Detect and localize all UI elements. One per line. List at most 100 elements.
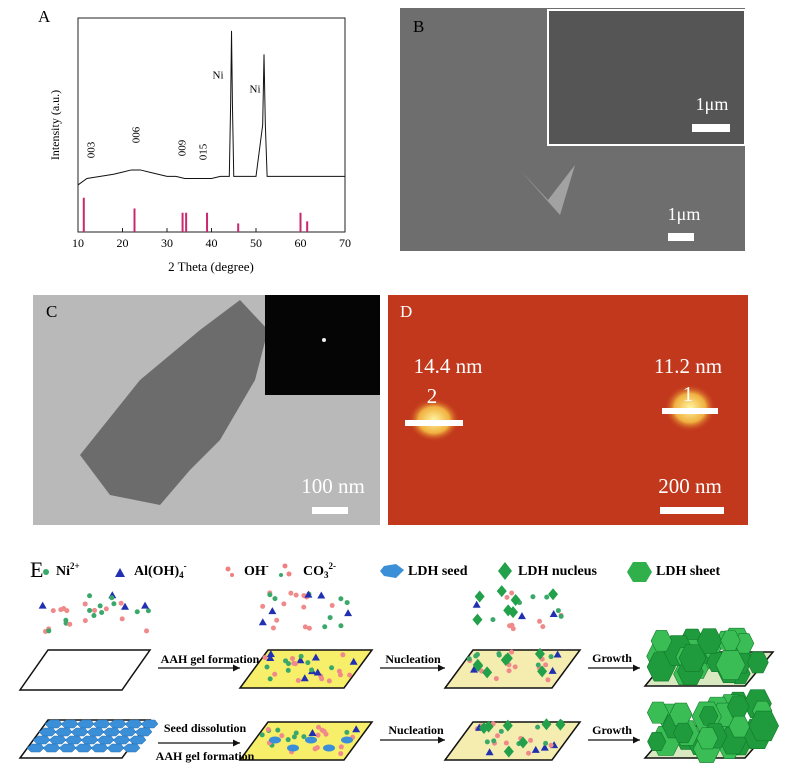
ion [322, 624, 328, 630]
step-label: AAH gel formation [161, 652, 260, 666]
ion [111, 601, 117, 607]
x-tick-label: 20 [117, 236, 129, 250]
ion [301, 734, 307, 740]
legend: Ni2+ Al(OH)4- OH- CO32- LDH seed LDH nucleus L… [43, 561, 721, 582]
ion [46, 628, 52, 634]
nucleus [474, 590, 485, 603]
superscript: - [266, 561, 269, 571]
ion [466, 656, 472, 662]
ion [469, 665, 478, 673]
ion [300, 674, 309, 682]
x-tick-label: 30 [161, 236, 173, 250]
ion [553, 650, 562, 658]
ion [306, 625, 312, 631]
ion [82, 601, 88, 607]
ion [517, 612, 526, 620]
nucleus [548, 588, 559, 601]
ion [305, 660, 311, 666]
ion [292, 661, 298, 667]
x-axis-label: 2 Theta (degree) [168, 259, 254, 274]
ion [134, 609, 140, 615]
sem-inset [547, 9, 746, 146]
arrow-head [633, 736, 640, 744]
ion [540, 743, 549, 751]
ion [61, 606, 67, 612]
ion [506, 668, 512, 674]
xrd-curve [77, 30, 345, 186]
ion [272, 596, 278, 602]
ldh-seed [323, 744, 335, 752]
nucleus [472, 658, 483, 671]
ion [349, 657, 358, 665]
legend-label: Al(OH)4- [134, 561, 187, 580]
icon [43, 569, 49, 575]
ion [289, 655, 295, 661]
legend-label: Ni2+ [56, 561, 80, 579]
panel-label: B [413, 17, 424, 36]
ion [118, 600, 124, 606]
legend-text: OH [244, 564, 266, 579]
legend-label: OH- [244, 561, 269, 579]
arrow-head [438, 664, 445, 672]
ion [144, 628, 150, 634]
ion [302, 624, 308, 630]
icon [115, 568, 125, 577]
ion [472, 600, 481, 608]
ion [558, 613, 564, 619]
legend-label: CO32- [303, 561, 336, 580]
arrow-head [438, 736, 445, 744]
ion [281, 601, 287, 607]
ion [544, 594, 550, 600]
peak-label: 003 [86, 141, 98, 158]
ion [293, 592, 299, 598]
ldh-sheet [673, 722, 694, 744]
step-label: Growth [592, 723, 632, 737]
ldh-sheet [699, 706, 719, 726]
nucleus [510, 594, 521, 607]
ion [272, 671, 278, 677]
step-label: AAH gel formation [156, 749, 255, 763]
icon [282, 563, 288, 569]
ion [535, 662, 541, 668]
ion [274, 617, 280, 623]
ion [103, 606, 109, 612]
ion [473, 653, 479, 659]
ion [109, 595, 115, 601]
ion [293, 730, 299, 736]
ldh-sheet [696, 727, 719, 750]
ldh-sheet [647, 732, 667, 752]
ion [91, 613, 97, 619]
ion [540, 624, 546, 630]
ion [535, 724, 541, 730]
ion [313, 668, 322, 676]
ldh-seed [269, 736, 281, 744]
step-label: Seed dissolution [164, 721, 247, 735]
ion [338, 744, 344, 750]
ion [92, 607, 98, 613]
ion [329, 603, 335, 609]
subscript: 4 [179, 570, 184, 580]
plot-frame [77, 17, 346, 233]
ion [38, 601, 47, 609]
ldh-sheet [720, 630, 741, 651]
ion [498, 728, 504, 734]
ion [82, 618, 88, 624]
ion [537, 618, 543, 624]
ion [485, 748, 494, 756]
arrow-head [633, 664, 640, 672]
ion [344, 600, 350, 606]
ldh-sheet [747, 651, 769, 674]
height-bar [405, 420, 463, 426]
ion [315, 732, 321, 738]
ion [352, 725, 361, 733]
peak-label: 015 [198, 143, 210, 160]
nucleus [508, 606, 519, 619]
ion [295, 677, 301, 683]
ion [340, 652, 346, 658]
substrate [18, 649, 152, 691]
panel-label: E [30, 557, 43, 582]
ion [321, 728, 327, 734]
nucleus [502, 719, 513, 732]
nucleus [518, 736, 529, 749]
ion [545, 677, 551, 683]
